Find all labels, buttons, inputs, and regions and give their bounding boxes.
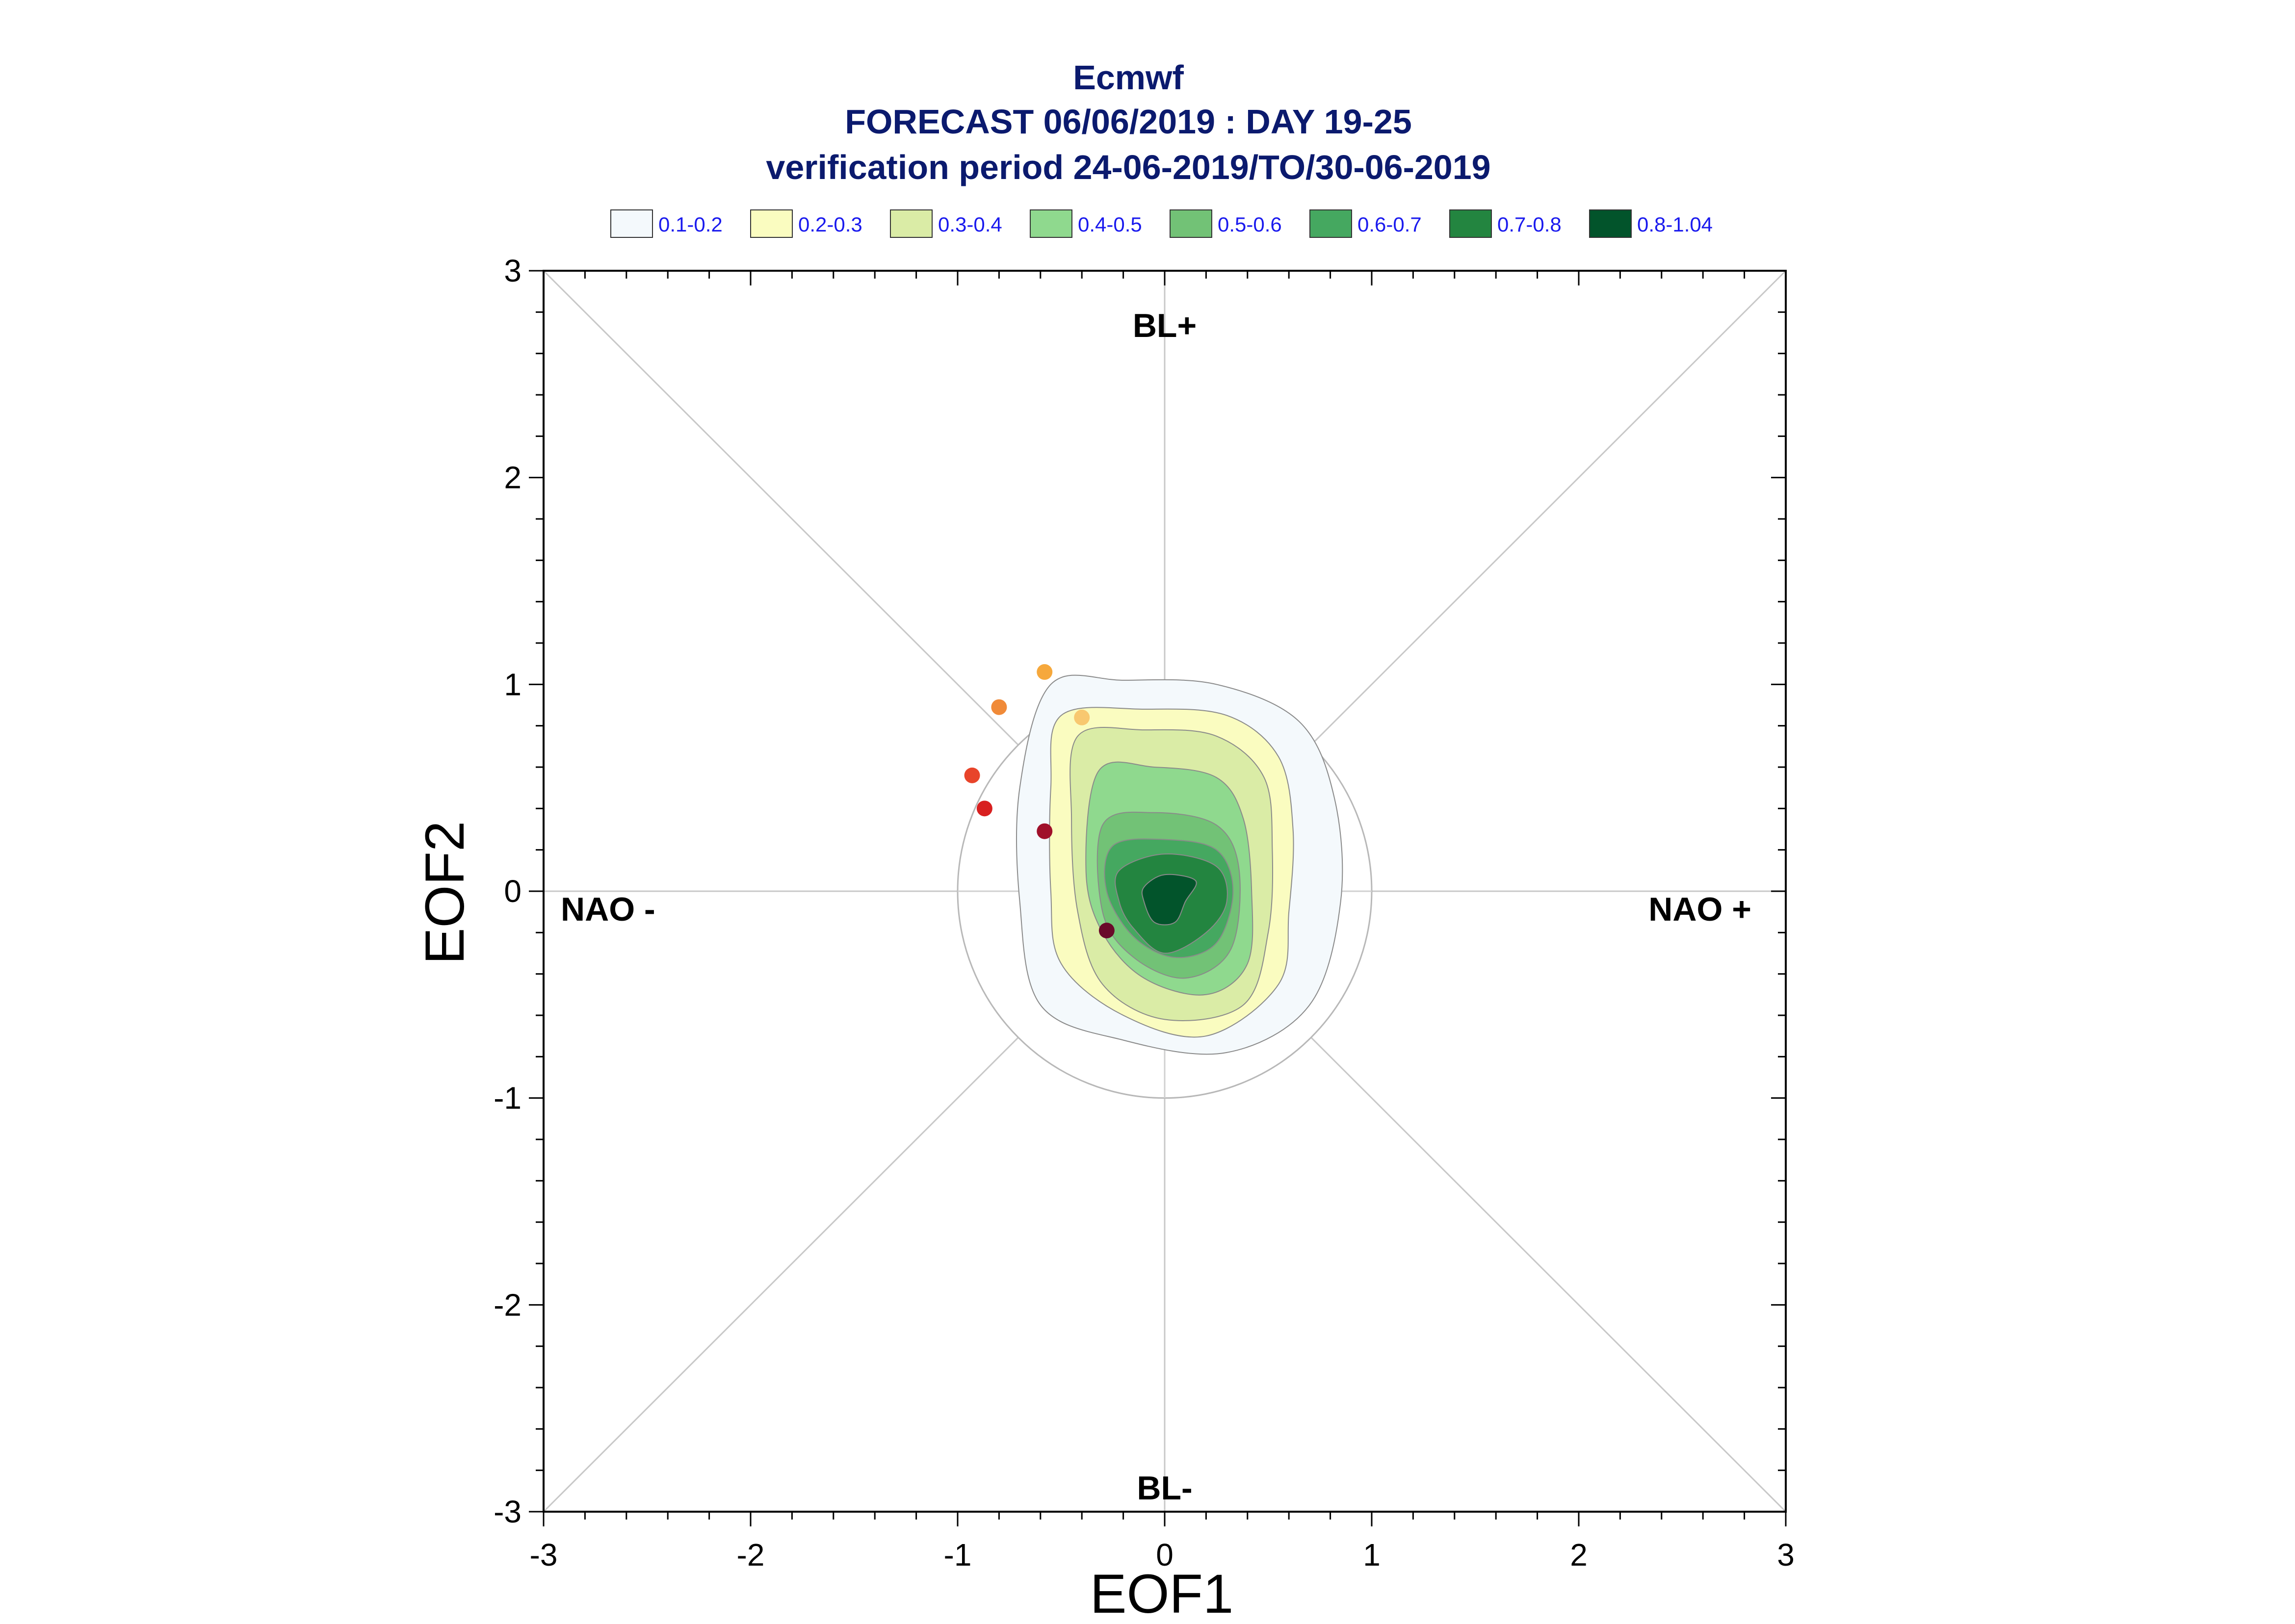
legend-swatch (1449, 209, 1492, 238)
x-axis-label: EOF1 (1090, 1563, 1234, 1624)
regime-label-right: NAO + (1648, 891, 1751, 928)
legend-label: 0.2-0.3 (798, 213, 862, 236)
legend-label: 0.5-0.6 (1218, 213, 1282, 236)
y-axis-label: EOF2 (414, 821, 475, 965)
data-point (991, 699, 1007, 715)
x-tick-label: 3 (1777, 1537, 1795, 1572)
legend-label: 0.4-0.5 (1078, 213, 1142, 236)
legend-label: 0.3-0.4 (938, 213, 1002, 236)
y-tick-label: -1 (494, 1081, 522, 1116)
y-tick-label: 3 (504, 253, 522, 288)
legend-swatch (610, 209, 653, 238)
data-point (1098, 923, 1115, 939)
x-tick-label: -1 (944, 1537, 972, 1572)
y-tick-label: 1 (504, 667, 522, 702)
legend-swatch (890, 209, 933, 238)
y-tick-label: -2 (494, 1287, 522, 1322)
title-line-3: verification period 24-06-2019/TO/30-06-… (766, 148, 1490, 186)
legend-label: 0.8-1.04 (1637, 213, 1713, 236)
title-line-1: Ecmwf (1073, 58, 1184, 97)
density-contour (1141, 874, 1197, 926)
y-tick-label: -3 (494, 1494, 522, 1529)
regime-label-top: BL+ (1133, 307, 1197, 344)
data-point (976, 800, 992, 817)
data-point (964, 767, 980, 783)
x-tick-label: 0 (1156, 1537, 1174, 1572)
legend-swatch (750, 209, 793, 238)
data-point (1037, 664, 1053, 680)
legend-swatch (1170, 209, 1212, 238)
x-tick-label: 1 (1363, 1537, 1381, 1572)
title-line-2: FORECAST 06/06/2019 : DAY 19-25 (845, 103, 1412, 141)
legend-swatch (1030, 209, 1072, 238)
legend: 0.1-0.2 0.2-0.3 0.3-0.4 0.4-0.5 0.5-0.6 0.6-0… (610, 209, 1713, 238)
regime-label-left: NAO - (561, 891, 655, 928)
y-tick-label: 0 (504, 874, 522, 909)
x-tick-label: 2 (1570, 1537, 1588, 1572)
regime-label-bottom: BL- (1137, 1469, 1192, 1507)
legend-swatch (1309, 209, 1352, 238)
legend-swatch (1589, 209, 1632, 238)
data-point (1037, 823, 1053, 839)
legend-label: 0.7-0.8 (1497, 213, 1562, 236)
legend-label: 0.1-0.2 (658, 213, 723, 236)
plot-area: -3-3 -2 -2 -1 -1 0 0 1 1 2 2 3 3 BL+ BL- NAO - NAO + (494, 253, 1795, 1572)
x-tick-label: -3 (530, 1537, 558, 1572)
chart-title: Ecmwf FORECAST 06/06/2019 : DAY 19-25 ve… (766, 58, 1490, 186)
data-point (1074, 709, 1090, 725)
y-tick-label: 2 (504, 460, 522, 495)
legend-label: 0.6-0.7 (1357, 213, 1422, 236)
x-tick-label: -2 (737, 1537, 765, 1572)
